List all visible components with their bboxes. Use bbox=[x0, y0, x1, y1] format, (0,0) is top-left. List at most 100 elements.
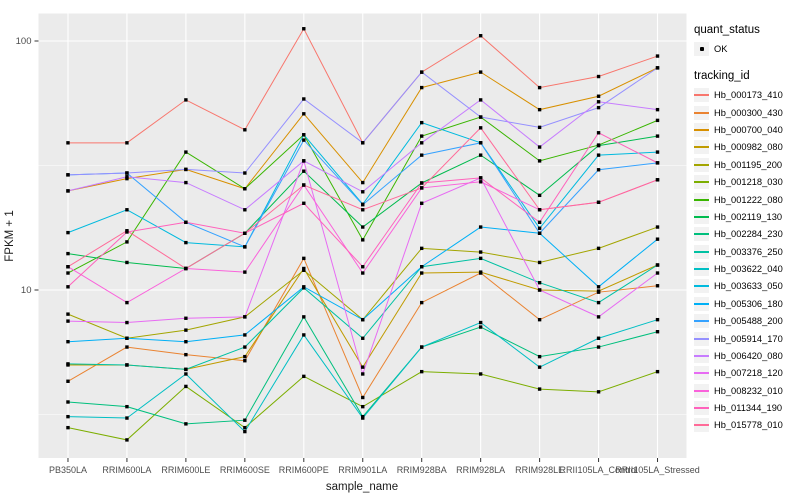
data-point bbox=[361, 203, 365, 207]
data-point bbox=[420, 120, 424, 125]
data-point bbox=[243, 333, 247, 337]
legend-entry-tracking-id: Hb_001218_030 bbox=[694, 175, 798, 190]
data-point bbox=[361, 141, 365, 145]
legend-entry-tracking-id: Hb_001222_080 bbox=[694, 192, 798, 207]
legend-entry-quant-status-ok: OK bbox=[694, 42, 798, 57]
data-point bbox=[420, 345, 424, 349]
data-point bbox=[596, 105, 601, 110]
data-point bbox=[243, 231, 247, 235]
data-point bbox=[596, 100, 601, 104]
legend-entry-label: Hb_015778_010 bbox=[714, 420, 783, 431]
x-tick-label: RRIM901LA bbox=[338, 465, 387, 475]
legend: quant_status OK tracking_id Hb_000173_41… bbox=[694, 24, 798, 436]
data-point bbox=[596, 200, 601, 205]
data-point bbox=[361, 395, 365, 400]
data-point bbox=[361, 317, 365, 322]
data-point bbox=[302, 183, 306, 187]
line-swatch-icon bbox=[694, 302, 709, 305]
data-point bbox=[184, 220, 188, 225]
legend-entry-label: Hb_000982_080 bbox=[714, 142, 783, 153]
data-point bbox=[243, 354, 247, 359]
data-point bbox=[302, 374, 306, 379]
data-point bbox=[66, 173, 70, 177]
data-point bbox=[655, 107, 660, 112]
legend-entry-label: OK bbox=[714, 44, 728, 55]
data-point bbox=[184, 422, 188, 426]
data-point bbox=[184, 367, 188, 372]
data-point bbox=[361, 225, 365, 229]
data-point bbox=[420, 181, 424, 185]
legend-key-box bbox=[694, 88, 709, 103]
legend-entry-label: Hb_001222_080 bbox=[714, 194, 783, 205]
legend-entry-label: Hb_008232_010 bbox=[714, 385, 783, 396]
legend-entry-tracking-id: Hb_005914_170 bbox=[694, 331, 798, 346]
data-point bbox=[655, 54, 660, 58]
line-swatch-icon bbox=[694, 407, 709, 410]
line-swatch-icon bbox=[694, 372, 709, 375]
data-point bbox=[537, 85, 542, 90]
data-point bbox=[66, 414, 70, 419]
line-swatch-icon bbox=[694, 163, 709, 166]
legend-key-box bbox=[694, 209, 709, 224]
legend-key-box bbox=[694, 175, 709, 190]
data-point bbox=[655, 66, 660, 70]
legend-entry-tracking-id: Hb_003633_050 bbox=[694, 279, 798, 294]
data-point bbox=[125, 300, 129, 305]
data-point bbox=[125, 176, 129, 181]
data-point bbox=[66, 285, 70, 289]
data-point bbox=[420, 153, 424, 157]
legend-entry-tracking-id: Hb_007218_120 bbox=[694, 366, 798, 381]
x-tick-label: RRIM928LE bbox=[515, 465, 564, 475]
legend-entry-tracking-id: Hb_003376_250 bbox=[694, 244, 798, 259]
legend-entry-label: Hb_000700_040 bbox=[714, 125, 783, 136]
axis-tick-marks bbox=[34, 40, 659, 462]
data-point bbox=[125, 229, 129, 233]
data-point bbox=[537, 159, 542, 163]
legend-entry-tracking-id: Hb_001195_200 bbox=[694, 157, 798, 172]
x-tick-label: RRIM600LA bbox=[102, 465, 151, 475]
data-point bbox=[243, 245, 247, 249]
data-point bbox=[184, 266, 188, 271]
legend-entry-label: Hb_007218_120 bbox=[714, 368, 783, 379]
data-point bbox=[302, 333, 306, 337]
data-point bbox=[302, 266, 306, 271]
data-point bbox=[125, 336, 129, 340]
data-point bbox=[596, 345, 601, 349]
data-point bbox=[302, 112, 306, 116]
data-point bbox=[66, 265, 70, 269]
legend-key-box bbox=[694, 401, 709, 416]
legend-entry-tracking-id: Hb_011344_190 bbox=[694, 401, 798, 416]
data-point bbox=[361, 404, 365, 409]
data-point bbox=[302, 159, 306, 163]
data-point bbox=[655, 271, 660, 275]
x-tick-label: RRIM600SE bbox=[220, 465, 270, 475]
line-swatch-icon bbox=[694, 424, 709, 427]
data-point bbox=[302, 133, 306, 137]
data-point bbox=[655, 161, 660, 165]
data-point bbox=[478, 250, 483, 254]
legend-entry-label: Hb_002119_130 bbox=[714, 211, 783, 222]
data-point bbox=[361, 190, 365, 194]
data-point bbox=[596, 315, 601, 319]
data-point bbox=[125, 171, 129, 175]
x-tick-label: PB350LA bbox=[49, 465, 87, 475]
legend-key-box bbox=[694, 244, 709, 259]
legend-entry-tracking-id: Hb_002284_230 bbox=[694, 227, 798, 242]
legend-key-box bbox=[694, 314, 709, 329]
data-point bbox=[537, 354, 542, 359]
x-tick-label: RRII105LA_Stressed bbox=[615, 465, 700, 475]
gridlines bbox=[38, 13, 687, 458]
line-swatch-icon bbox=[694, 215, 709, 218]
data-point bbox=[478, 126, 483, 130]
data-point bbox=[478, 98, 483, 102]
data-point bbox=[420, 141, 424, 145]
legend-entry-label: Hb_000300_430 bbox=[714, 107, 783, 118]
point-swatch-icon bbox=[699, 47, 704, 52]
data-point bbox=[66, 339, 70, 344]
data-point bbox=[537, 208, 542, 212]
data-point bbox=[184, 150, 188, 154]
data-point bbox=[537, 107, 542, 112]
data-point bbox=[302, 97, 306, 101]
data-point bbox=[420, 85, 424, 90]
data-point bbox=[478, 180, 483, 184]
